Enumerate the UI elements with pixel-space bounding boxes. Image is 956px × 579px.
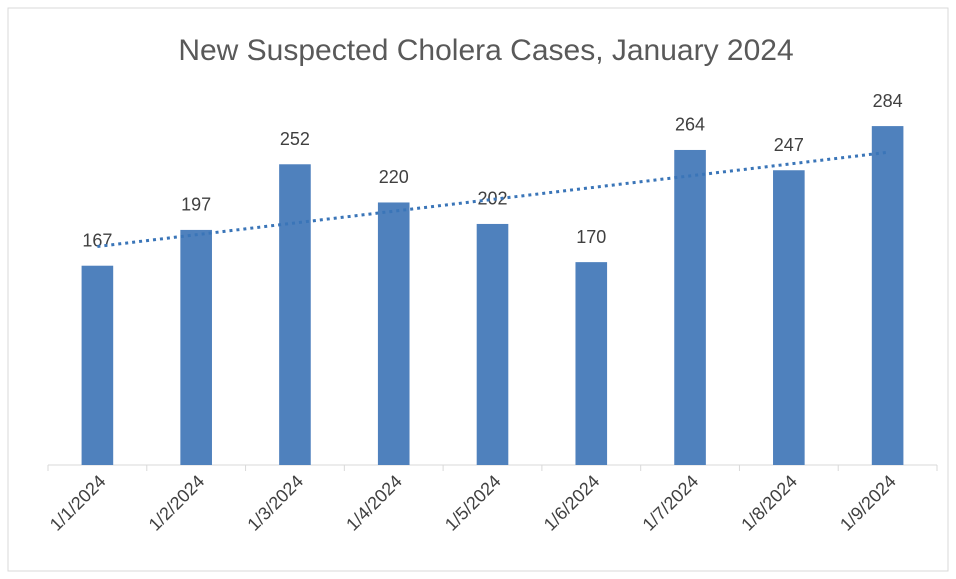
chart-title: New Suspected Cholera Cases, January 202… xyxy=(178,34,793,67)
bar xyxy=(180,229,212,465)
data-label: 170 xyxy=(576,227,606,247)
bar xyxy=(871,126,904,466)
data-label: 167 xyxy=(82,230,112,250)
bar xyxy=(279,164,311,465)
data-label: 284 xyxy=(873,91,903,111)
data-label: 264 xyxy=(675,115,705,135)
bar xyxy=(81,265,114,465)
data-label: 220 xyxy=(379,167,409,187)
bar xyxy=(773,170,805,465)
bar xyxy=(674,149,706,465)
bar xyxy=(377,202,410,465)
data-label: 247 xyxy=(774,135,804,155)
data-label: 252 xyxy=(280,129,310,149)
data-label: 202 xyxy=(477,189,507,209)
bar xyxy=(476,223,509,465)
bar xyxy=(575,262,608,465)
data-label: 197 xyxy=(181,195,211,215)
